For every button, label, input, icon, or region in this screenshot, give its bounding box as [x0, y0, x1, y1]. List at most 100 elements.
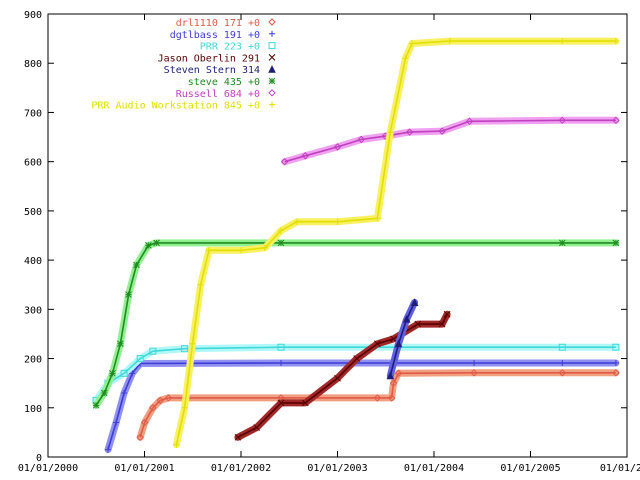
data-point	[109, 369, 116, 377]
data-point	[156, 396, 164, 405]
data-point	[181, 345, 189, 353]
data-point	[333, 143, 342, 151]
data-point	[386, 371, 395, 380]
series-line	[139, 372, 616, 438]
data-point	[100, 389, 108, 397]
data-point	[390, 335, 397, 343]
data-point	[387, 129, 394, 136]
data-point	[113, 419, 120, 426]
data-point	[136, 355, 144, 363]
series-0	[136, 369, 620, 442]
data-point	[92, 401, 100, 409]
data-point	[357, 135, 365, 144]
data-point	[353, 355, 361, 362]
x-tick-label: 01/01/2004	[404, 463, 464, 474]
data-point	[301, 399, 309, 407]
data-point	[125, 291, 132, 298]
x-tick-label: 01/01/2002	[211, 463, 271, 474]
data-point	[612, 38, 619, 45]
data-point	[410, 298, 419, 306]
legend-marker	[268, 54, 276, 61]
data-point	[129, 370, 136, 377]
data-point	[205, 247, 212, 254]
legend-entry-label: steve 435 +0	[188, 77, 260, 88]
data-point	[446, 38, 453, 45]
data-point	[277, 359, 284, 366]
data-point	[558, 116, 566, 125]
x-tick-label: 01/01/200	[600, 463, 640, 474]
data-point	[277, 239, 285, 247]
data-point	[559, 359, 566, 366]
data-point	[280, 157, 289, 166]
legend-entry-label: dgtlbass 191 +0	[170, 30, 260, 41]
data-point	[181, 404, 188, 411]
y-tick-label: 200	[24, 355, 42, 366]
data-point	[164, 394, 173, 402]
y-tick-label: 400	[24, 256, 42, 267]
x-tick-label: 01/01/2003	[307, 463, 367, 474]
legend-marker	[268, 65, 276, 73]
series-layer	[92, 37, 620, 454]
data-point	[373, 394, 382, 402]
data-point	[558, 239, 566, 247]
legend-entry-label: Jason Oberlin 291	[158, 53, 260, 64]
y-tick-label: 600	[24, 158, 42, 169]
series-3	[234, 310, 451, 441]
data-point	[173, 441, 180, 448]
data-point	[559, 38, 566, 45]
data-point	[334, 218, 341, 225]
data-point	[117, 340, 124, 348]
data-point	[438, 127, 446, 135]
data-point	[104, 446, 111, 453]
data-point	[149, 404, 157, 412]
data-point	[374, 340, 381, 348]
legend-entry-label: Steven Stern 314	[164, 65, 260, 76]
data-point	[277, 399, 285, 407]
legend-entry-label: PRR 223 +0	[200, 42, 260, 53]
data-point	[334, 374, 341, 382]
y-tick-label: 500	[24, 207, 42, 218]
data-point	[402, 55, 409, 62]
series-line	[389, 302, 416, 376]
series-7	[172, 37, 620, 449]
data-point	[471, 359, 478, 366]
data-point	[612, 116, 620, 125]
data-point	[189, 340, 196, 347]
legend-marker	[269, 30, 275, 37]
legend-entry-label: PRR Audio Workstation 845 +0	[91, 101, 260, 112]
data-point	[120, 369, 128, 377]
legend-marker	[269, 101, 275, 108]
data-point	[277, 343, 285, 351]
legend-marker	[268, 18, 276, 26]
data-point	[140, 418, 149, 427]
data-point	[443, 310, 451, 318]
series-1	[104, 359, 620, 454]
data-point	[558, 343, 566, 351]
legend-marker	[268, 77, 276, 85]
data-point	[558, 369, 566, 377]
data-point	[438, 320, 446, 328]
legend-marker	[268, 89, 276, 97]
y-tick-label: 700	[24, 108, 42, 119]
data-point	[389, 379, 398, 387]
x-tick-label: 01/01/2001	[114, 463, 174, 474]
data-point	[153, 239, 160, 247]
data-point	[394, 369, 403, 378]
x-tick-label: 01/01/2000	[18, 463, 78, 474]
y-tick-label: 100	[24, 404, 42, 415]
data-point	[238, 247, 245, 254]
data-point	[470, 369, 478, 377]
legend-marker	[268, 42, 276, 50]
y-tick-label: 0	[36, 453, 42, 464]
data-point	[149, 347, 157, 355]
data-point	[133, 261, 140, 269]
data-point	[121, 390, 128, 397]
data-point	[145, 241, 152, 249]
legend-entry-label: drl1110 171 +0	[176, 18, 260, 29]
data-point	[294, 218, 301, 225]
x-tick-label: 01/01/2005	[500, 463, 560, 474]
y-tick-label: 300	[24, 305, 42, 316]
series-5	[92, 239, 620, 409]
